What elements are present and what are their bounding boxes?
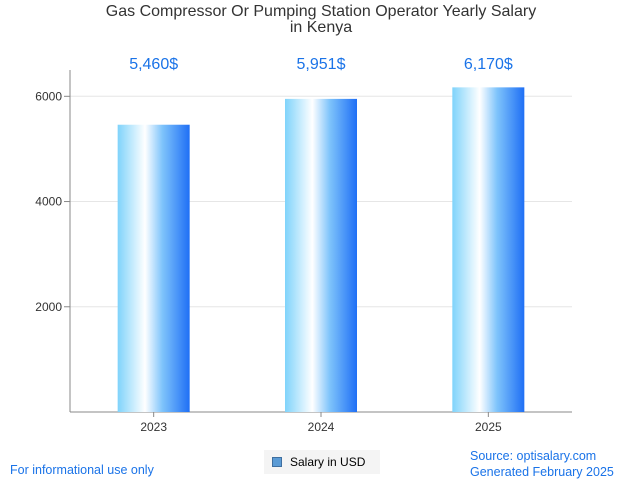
bar: [285, 98, 357, 412]
data-label: 5,951$: [297, 56, 346, 73]
data-label: 6,170$: [464, 56, 513, 73]
y-tick-label: 6000: [35, 89, 62, 103]
bar: [117, 124, 190, 412]
source-link[interactable]: Source: optisalary.com: [470, 449, 597, 463]
generated-date: Generated February 2025: [470, 465, 614, 479]
x-tick-label: 2024: [308, 420, 335, 434]
bar: [452, 87, 525, 413]
y-tick-label: 4000: [35, 195, 62, 209]
chart-title: Gas Compressor Or Pumping Station Operat…: [0, 4, 642, 36]
chart-title-line-2: in Kenya: [289, 19, 353, 36]
legend-swatch-icon: [272, 457, 282, 467]
legend[interactable]: Salary in USD: [264, 450, 380, 474]
chart-title-line-1: Gas Compressor Or Pumping Station Operat…: [105, 3, 537, 20]
data-label: 5,460$: [129, 56, 178, 73]
x-tick-label: 2023: [140, 420, 167, 434]
source-block: Source: optisalary.com Generated Februar…: [470, 448, 614, 480]
x-tick-label: 2025: [475, 420, 502, 434]
y-tick-label: 2000: [35, 300, 62, 314]
legend-label: Salary in USD: [290, 455, 366, 469]
disclaimer-text: For informational use only: [10, 463, 154, 477]
